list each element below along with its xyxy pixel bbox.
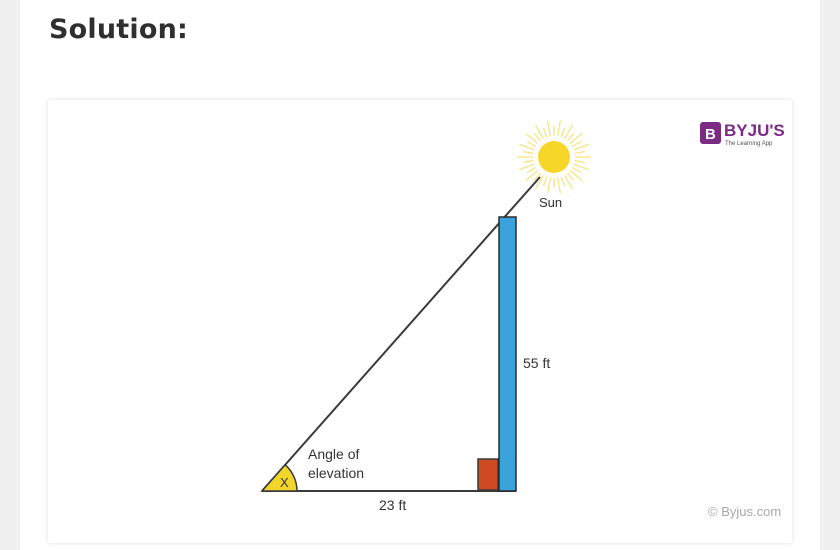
sun-ray (557, 177, 561, 194)
sun-ray (567, 132, 575, 142)
line-of-sight (261, 176, 541, 492)
sun-ray (518, 163, 535, 171)
sun-ray (571, 166, 582, 174)
logo-tagline: The Learning App (725, 141, 773, 147)
sun-ray (534, 174, 545, 190)
logo-letter: B (705, 126, 716, 143)
logo-badge (700, 122, 721, 144)
angle-of-elevation-diagram: Sun X Angle of elevation 55 ft 23 ft B (260, 120, 785, 519)
sun-ray (518, 143, 535, 151)
sun-ray (563, 174, 574, 190)
sun-ray (574, 151, 585, 154)
pole-height-label: 55 ft (523, 355, 550, 371)
solution-page: Solution: Sun X Angle of elevation 55 ft… (20, 0, 820, 550)
angle-symbol: X (280, 475, 289, 490)
sun-ray (569, 132, 583, 144)
sun-ray (567, 172, 575, 182)
sun-ray (533, 172, 541, 182)
sun-ray (547, 177, 551, 194)
sun-ray (560, 176, 566, 187)
solution-heading: Solution: (49, 14, 189, 45)
sun-ray (557, 120, 561, 137)
sun-ray (525, 170, 539, 182)
sun-rays (517, 120, 591, 194)
angle-caption-line1: Angle of (308, 446, 359, 462)
logo-brand: BYJU'S (724, 121, 785, 140)
angle-marker (260, 463, 298, 492)
sun-icon (538, 141, 570, 173)
sun-ray (523, 160, 534, 163)
base-length-label: 23 ft (379, 497, 406, 513)
angle-caption-line2: elevation (308, 465, 364, 481)
sun-ray (569, 170, 583, 182)
sun-ray (542, 127, 548, 138)
pole (498, 216, 517, 492)
sun-ray (542, 176, 548, 187)
sun-ray (573, 143, 590, 151)
sun-ray (526, 166, 537, 174)
byjus-logo: B BYJU'S The Learning App (700, 121, 785, 147)
sun-ray (560, 127, 566, 138)
sun-ray (534, 124, 545, 140)
sun-ray (526, 140, 537, 148)
sun-ray (525, 132, 539, 144)
sun-label: Sun (539, 195, 562, 210)
right-angle-marker (477, 458, 499, 491)
diagram-card: Sun X Angle of elevation 55 ft 23 ft B (48, 100, 792, 543)
sun-ray (533, 132, 541, 142)
sun-ray (563, 124, 574, 140)
watermark: © Byjus.com (708, 504, 781, 519)
sun-ray (571, 140, 582, 148)
sun-ray (523, 151, 534, 154)
sun-ray (574, 160, 585, 163)
sun-ray (573, 163, 590, 171)
sun-ray (547, 120, 551, 137)
